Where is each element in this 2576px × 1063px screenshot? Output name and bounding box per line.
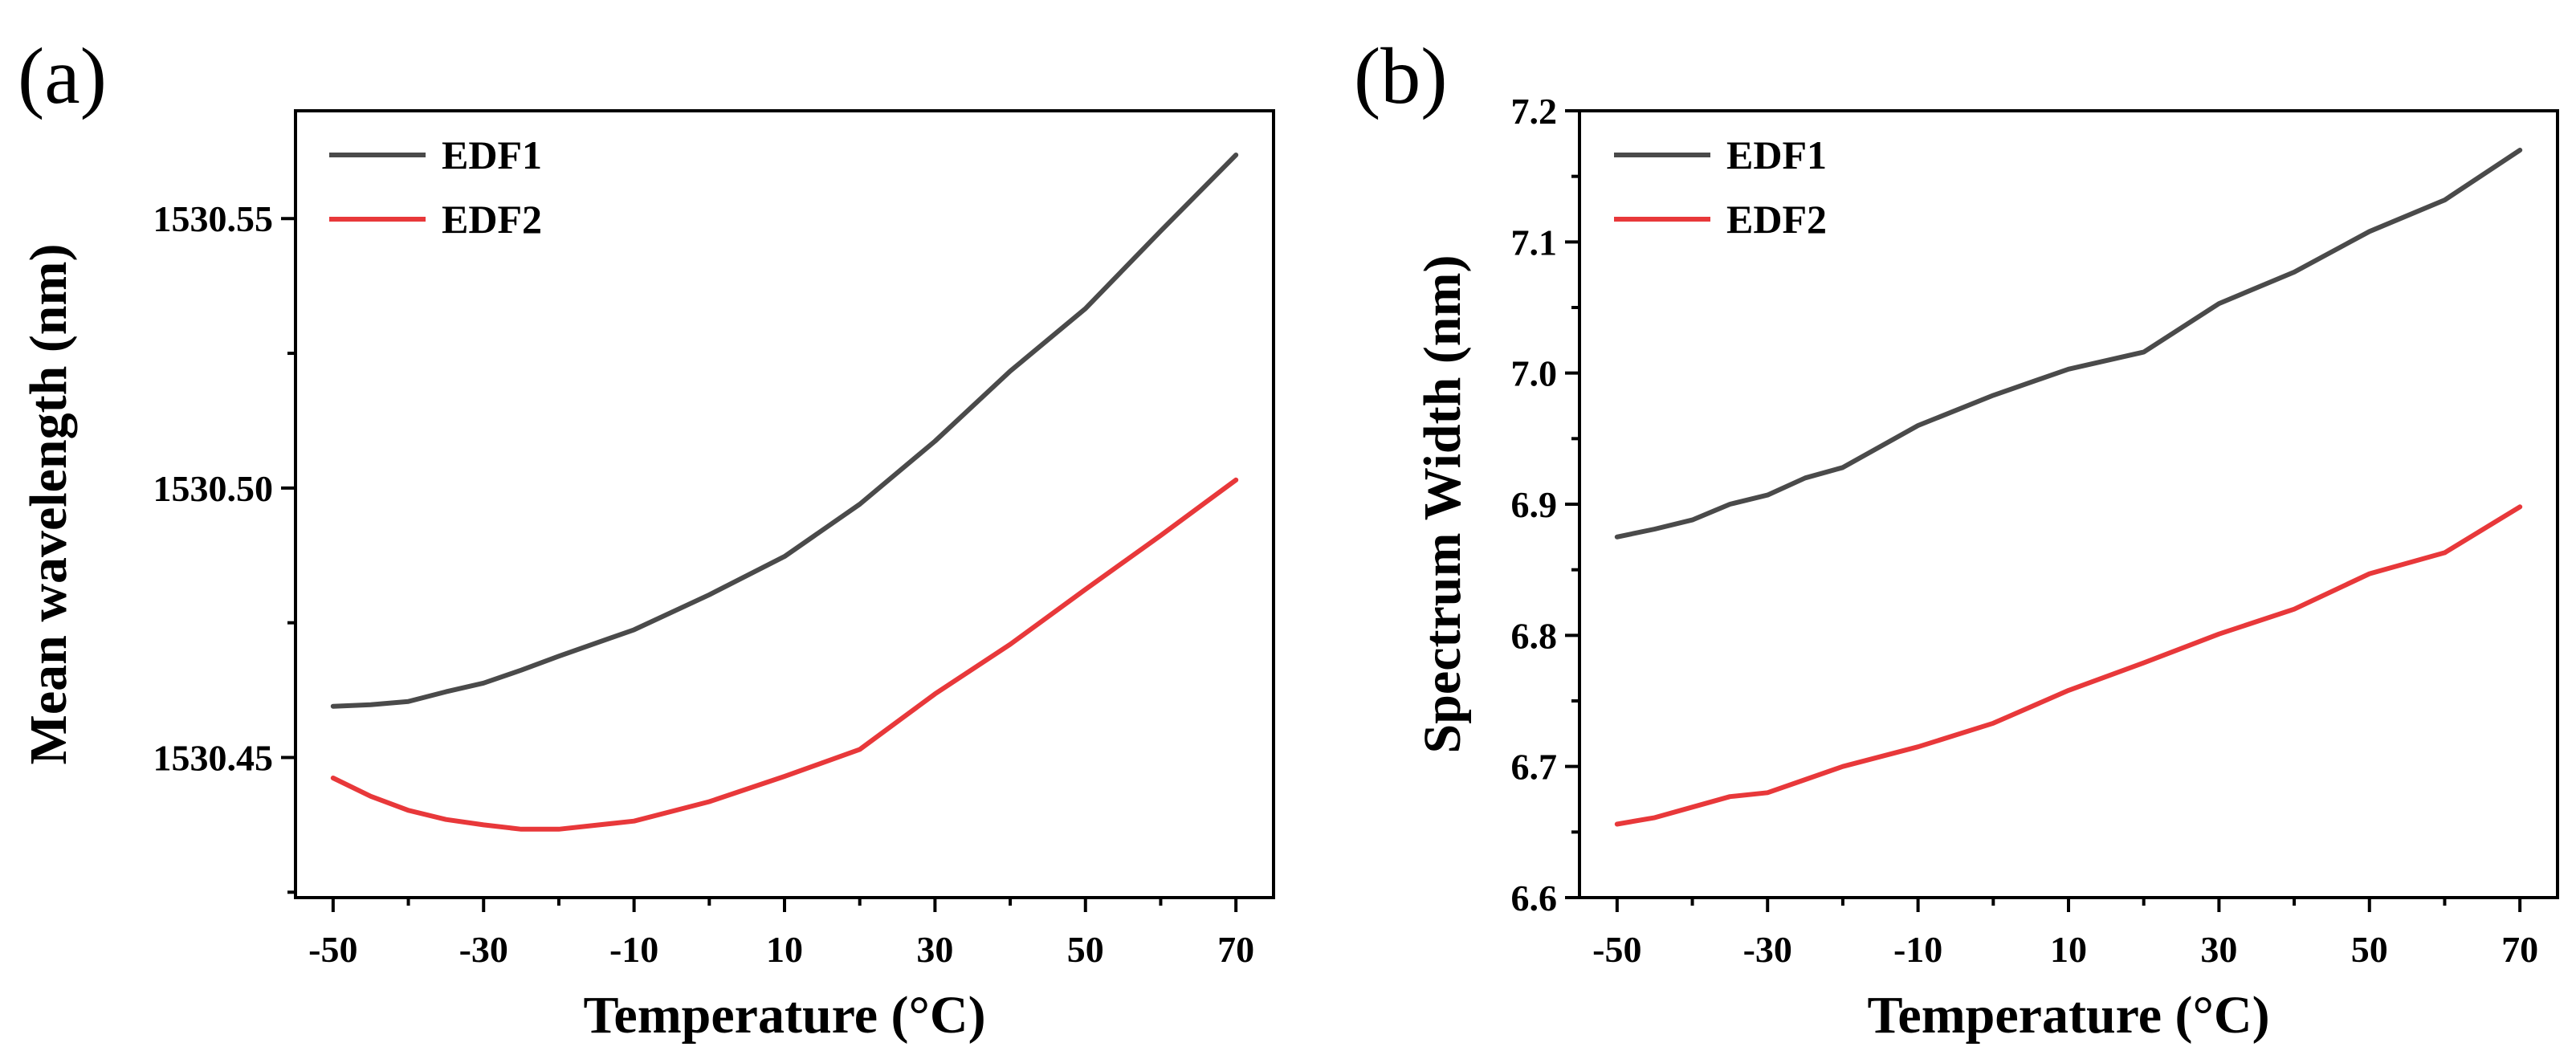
panel-a-series-edf1 <box>330 153 1239 709</box>
panel-a-x-tick-label: 10 <box>766 929 803 970</box>
panel-b-y-tick-label: 7.1 <box>1511 222 1558 263</box>
panel-a-legend-label-edf2: EDF2 <box>442 197 542 242</box>
panel-b-x-tick-label: -30 <box>1743 929 1792 970</box>
panel-b-x-axis-title: Temperature (°C) <box>1867 986 2269 1045</box>
panel-a-label: (a) <box>18 31 107 120</box>
panel-b-y-tick-label: 6.7 <box>1511 747 1558 788</box>
panel-b-label: (b) <box>1354 31 1448 120</box>
panel-a-x-tick-label: -50 <box>308 929 357 970</box>
panel-b-x-tick-label: 30 <box>2200 929 2237 970</box>
panel-b-y-tick-label: 6.8 <box>1511 615 1558 656</box>
panel-b-x-tick-label: 70 <box>2501 929 2538 970</box>
panel-b-y-axis-title: Spectrum Width (nm) <box>1413 255 1472 754</box>
panel-a-y-tick-label: 1530.55 <box>153 198 274 239</box>
panel-a-x-tick-label: 70 <box>1217 929 1254 970</box>
panel-a-y-axis-title: Mean wavelength (nm) <box>19 244 78 765</box>
panel-a-x-tick-label: -10 <box>609 929 658 970</box>
panel-b-x-tick-label: -50 <box>1592 929 1641 970</box>
panel-a-y-tick-label: 1530.45 <box>153 737 274 778</box>
panel-a-y-tick-label: 1530.50 <box>153 468 274 509</box>
panel-b-y-tick-label: 6.6 <box>1511 878 1558 918</box>
panel-b-y-tick-label: 6.9 <box>1511 484 1558 525</box>
panel-b-series-edf1 <box>1614 148 2523 540</box>
panel-b-chart: -50 -30 -10 10 30 50 70 6.6 6.7 6.8 6.9 7.0 7.1 7.2 Te… <box>1354 31 2559 1045</box>
panel-b-legend-label-edf1: EDF1 <box>1726 132 1827 177</box>
panel-a-x-axis-title: Temperature (°C) <box>583 986 985 1045</box>
panel-b-x-tick-label: -10 <box>1893 929 1942 970</box>
panel-b-series-edf2 <box>1614 504 2523 827</box>
panel-a-x-tick-label: 30 <box>916 929 953 970</box>
panel-b-y-tick-label: 7.2 <box>1511 91 1558 132</box>
panel-a-x-tick-label: 50 <box>1067 929 1104 970</box>
panel-a-chart: -50 -30 -10 10 30 50 70 1530.45 1530.50 1530.55 Te… <box>18 31 1275 1045</box>
panel-b-legend-label-edf2: EDF2 <box>1726 197 1827 242</box>
panel-b-x-tick-label: 50 <box>2351 929 2388 970</box>
panel-a-series-edf2 <box>330 477 1239 832</box>
panel-b-x-tick-label: 10 <box>2050 929 2087 970</box>
panel-a-legend-label-edf1: EDF1 <box>442 132 542 177</box>
panel-b-y-tick-label: 7.0 <box>1511 353 1558 394</box>
panel-a-x-tick-label: -30 <box>459 929 508 970</box>
